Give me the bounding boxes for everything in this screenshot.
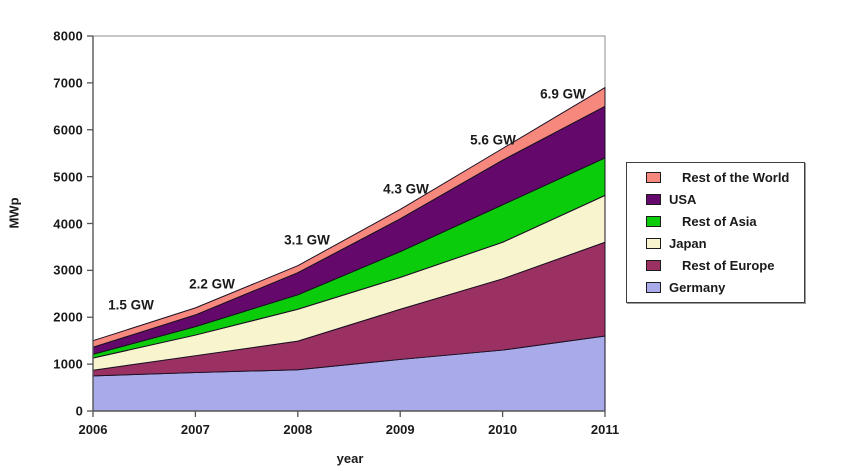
legend-items: Rest of the World USA Rest of Asia Japan Res…	[627, 163, 804, 302]
legend-item-rest-of-asia: Rest of Asia	[646, 215, 800, 228]
legend-item-rest-of-the-world: Rest of the World	[646, 171, 800, 184]
legend-item-japan: Japan	[646, 237, 800, 250]
legend-label-germany: Germany	[669, 279, 726, 295]
y-axis-title: MWp	[6, 197, 22, 229]
legend-swatch-rest-of-the-world	[646, 172, 661, 184]
legend-swatch-usa	[646, 194, 661, 206]
legend-item-germany: Germany	[646, 281, 800, 294]
legend-label-rest-of-the-world: Rest of the World	[682, 170, 790, 186]
legend-label-usa: USA	[669, 192, 697, 208]
legend-item-usa: USA	[646, 193, 800, 206]
legend-swatch-germany	[646, 281, 661, 293]
legend: Rest of the World USA Rest of Asia Japan Res…	[626, 162, 805, 303]
x-axis-title: year	[336, 451, 364, 466]
area-rest-of-the-world	[92, 87, 606, 348]
legend-label-japan: Japan	[669, 235, 707, 251]
legend-label-rest-of-europe: Rest of Europe	[682, 257, 775, 273]
legend-item-rest-of-europe: Rest of Europe	[646, 259, 800, 272]
legend-swatch-rest-of-asia	[646, 216, 661, 228]
legend-swatch-japan	[646, 237, 661, 249]
legend-swatch-rest-of-europe	[646, 259, 661, 271]
legend-label-rest-of-asia: Rest of Asia	[682, 214, 757, 230]
